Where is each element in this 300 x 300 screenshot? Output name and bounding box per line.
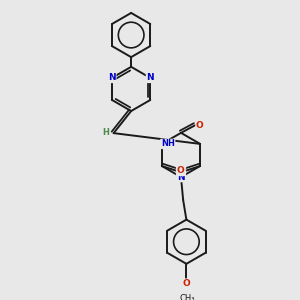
Text: H: H	[103, 128, 110, 137]
Text: NH: NH	[161, 140, 175, 148]
Text: O: O	[177, 167, 184, 176]
Text: N: N	[146, 74, 154, 82]
Text: O: O	[182, 279, 190, 288]
Text: N: N	[177, 172, 185, 182]
Text: CH₃: CH₃	[180, 294, 196, 300]
Text: O: O	[178, 167, 185, 176]
Text: N: N	[108, 74, 116, 82]
Text: O: O	[196, 121, 204, 130]
